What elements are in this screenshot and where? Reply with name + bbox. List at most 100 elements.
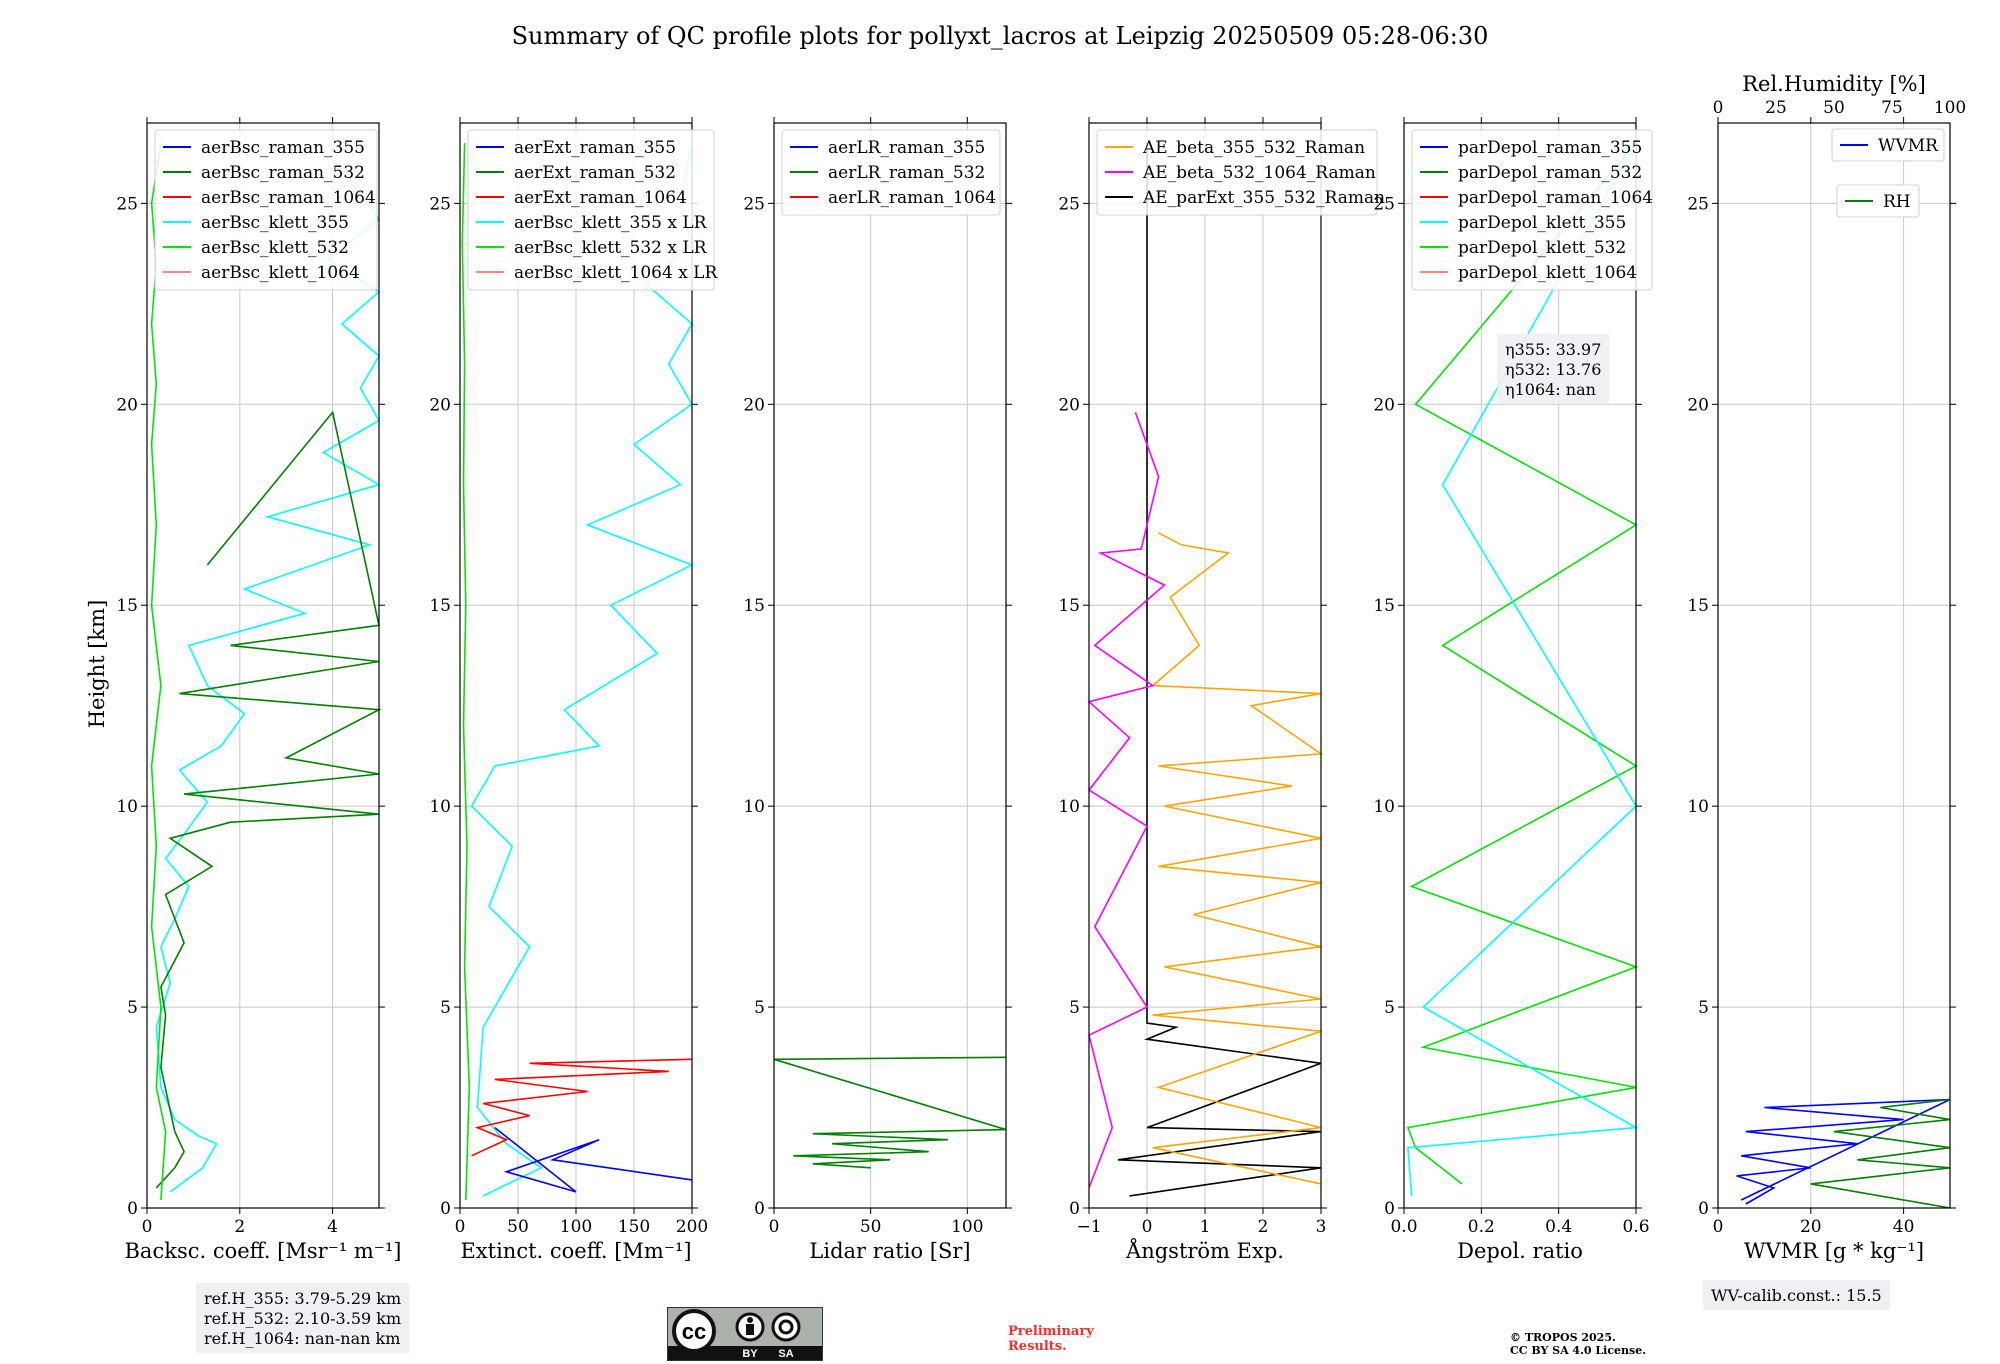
y-tick-label: 20 [1373, 395, 1395, 415]
x2-tick-label: 25 [1765, 98, 1787, 118]
y-tick-label: 25 [429, 194, 451, 214]
y-tick-label: 15 [1058, 596, 1080, 616]
y-tick-label: 25 [1687, 194, 1709, 214]
y-tick-label: 20 [1687, 395, 1709, 415]
legend-entry: aerExt_raman_355 [514, 138, 676, 158]
panel-3: 0 50 100 0 5 10 15 20 25 Lidar ratio [Sr] aerLR_ra… [743, 117, 1012, 1263]
series-AE_beta_532_1064_Raman [1087, 412, 1166, 1189]
legend-entry: AE_beta_355_532_Raman [1142, 138, 1365, 158]
series-WVMR [1736, 1098, 1951, 1205]
series-aerExt_raman_1064 [471, 1058, 693, 1157]
copyright-line-2: CC BY SA 4.0 License. [1510, 1344, 1647, 1357]
y-tick-label: 0 [1698, 1199, 1709, 1219]
y-tick-label: 0 [754, 1199, 765, 1219]
eta-532: η532: 13.76 [1505, 360, 1602, 379]
x-axis-label: WVMR [g * kg⁻¹] [1744, 1239, 1924, 1263]
sa-badge-text: SA [778, 1348, 793, 1360]
eta-355: η355: 33.97 [1505, 340, 1602, 359]
legend-entry: aerBsc_raman_532 [201, 163, 365, 183]
legend-entry: WVMR [1878, 136, 1939, 156]
legend-entry: aerBsc_klett_532 x LR [514, 238, 708, 258]
figure-title: Summary of QC profile plots for pollyxt_… [512, 22, 1489, 50]
legend-entry: aerBsc_raman_355 [201, 138, 365, 158]
y-tick-label: 10 [1058, 797, 1080, 817]
series-aerBsc_klett_532 x LR [461, 143, 471, 1201]
x-axis-label: Backsc. coeff. [Msr⁻¹ m⁻¹] [125, 1239, 402, 1263]
y-tick-label: 10 [1687, 797, 1709, 817]
x-tick-label: 200 [676, 1217, 708, 1237]
y-tick-label: 15 [1373, 596, 1395, 616]
y-tick-label: 20 [116, 395, 138, 415]
x2-tick-label: 0 [1713, 98, 1724, 118]
x-tick-label: 0.6 [1622, 1217, 1649, 1237]
preliminary-line-1: Preliminary [1008, 1324, 1094, 1339]
y-tick-label: 0 [440, 1199, 451, 1219]
ref-note-355: ref.H_355: 3.79-5.29 km [204, 1289, 402, 1308]
panel-frame [146, 122, 380, 1209]
legend-entry: RH [1883, 192, 1911, 212]
series-AE_beta_355_532_Raman [1150, 532, 1324, 1185]
x2-tick-label: 75 [1881, 98, 1903, 118]
eta-box: η355: 33.97 η532: 13.76 η1064: nan [1497, 334, 1610, 404]
series-aerExt_raman_355 [494, 1126, 693, 1193]
y-tick-label: 5 [127, 998, 138, 1018]
y-tick-label: 5 [754, 998, 765, 1018]
legend-entry: parDepol_klett_532 [1458, 238, 1626, 258]
reference-height-box: ref.H_355: 3.79-5.29 km ref.H_532: 2.10-… [196, 1283, 410, 1353]
y-tick-label: 10 [429, 797, 451, 817]
y-tick-label: 5 [1698, 998, 1709, 1018]
legend-entry: parDepol_raman_355 [1458, 138, 1642, 158]
x-tick-label: 2 [234, 1217, 245, 1237]
y-tick-label: 25 [1058, 194, 1080, 214]
y-tick-label: 20 [743, 395, 765, 415]
legend-entry: aerLR_raman_1064 [828, 188, 996, 208]
x2-tick-label: 50 [1823, 98, 1845, 118]
x-tick-label: 0 [1713, 1217, 1724, 1237]
y-tick-label: 0 [1069, 1199, 1080, 1219]
legend-entry: parDepol_klett_1064 [1458, 263, 1637, 283]
eta-1064: η1064: nan [1505, 380, 1596, 399]
legend-entry: parDepol_raman_532 [1458, 163, 1642, 183]
series-RH [1810, 1098, 1951, 1209]
series-aerBsc_klett_532 [150, 142, 167, 1201]
y-tick-label: 25 [116, 194, 138, 214]
x-axis-label: Depol. ratio [1457, 1239, 1583, 1263]
x-tick-label: 50 [507, 1217, 529, 1237]
panel-frame [1717, 122, 1951, 1209]
panel-1: 0 2 4 0 5 10 15 20 25 Backsc. coeff. [Msr⁻¹ m⁻¹] a… [116, 117, 401, 1263]
legend-entry: aerExt_raman_532 [514, 163, 676, 183]
x-tick-label: 150 [618, 1217, 650, 1237]
panel-2: 0 50 100 150 200 0 5 10 15 20 25 Extinct. coeff. [M… [429, 117, 718, 1263]
legend-entry: aerBsc_klett_355 [201, 213, 349, 233]
y-tick-label: 20 [1058, 395, 1080, 415]
legend-entry: AE_beta_532_1064_Raman [1142, 163, 1376, 183]
legend-box [1096, 129, 1378, 216]
x-tick-label: 0 [1142, 1217, 1153, 1237]
y-tick-label: 25 [1373, 194, 1395, 214]
legend-entry: aerBsc_klett_355 x LR [514, 213, 708, 233]
x-axis-label: Lidar ratio [Sr] [809, 1239, 970, 1263]
x-tick-label: 0 [455, 1217, 466, 1237]
x-tick-label: 3 [1316, 1217, 1327, 1237]
x2-tick-label: 100 [1934, 98, 1966, 118]
y-tick-label: 10 [1373, 797, 1395, 817]
x-tick-label: 20 [1800, 1217, 1822, 1237]
x-tick-label: 0.4 [1545, 1217, 1572, 1237]
y-tick-label: 0 [127, 1199, 138, 1219]
legend-entry: AE_parExt_355_532_Raman [1142, 188, 1385, 208]
x-tick-label: 100 [951, 1217, 983, 1237]
legend-box [1411, 129, 1653, 291]
copyright-note: © TROPOS 2025. CC BY SA 4.0 License. [1510, 1331, 1646, 1357]
y-tick-label: 5 [1384, 998, 1395, 1018]
copyright-line-1: © TROPOS 2025. [1510, 1331, 1616, 1344]
legend-entry: aerExt_raman_1064 [514, 188, 687, 208]
legend-entry: parDepol_raman_1064 [1458, 188, 1653, 208]
ref-note-532: ref.H_532: 2.10-3.59 km [204, 1309, 402, 1328]
legend-box [781, 129, 1001, 216]
y-tick-label: 10 [743, 797, 765, 817]
panel-frame [1403, 122, 1637, 1209]
y-tick-label: 15 [743, 596, 765, 616]
